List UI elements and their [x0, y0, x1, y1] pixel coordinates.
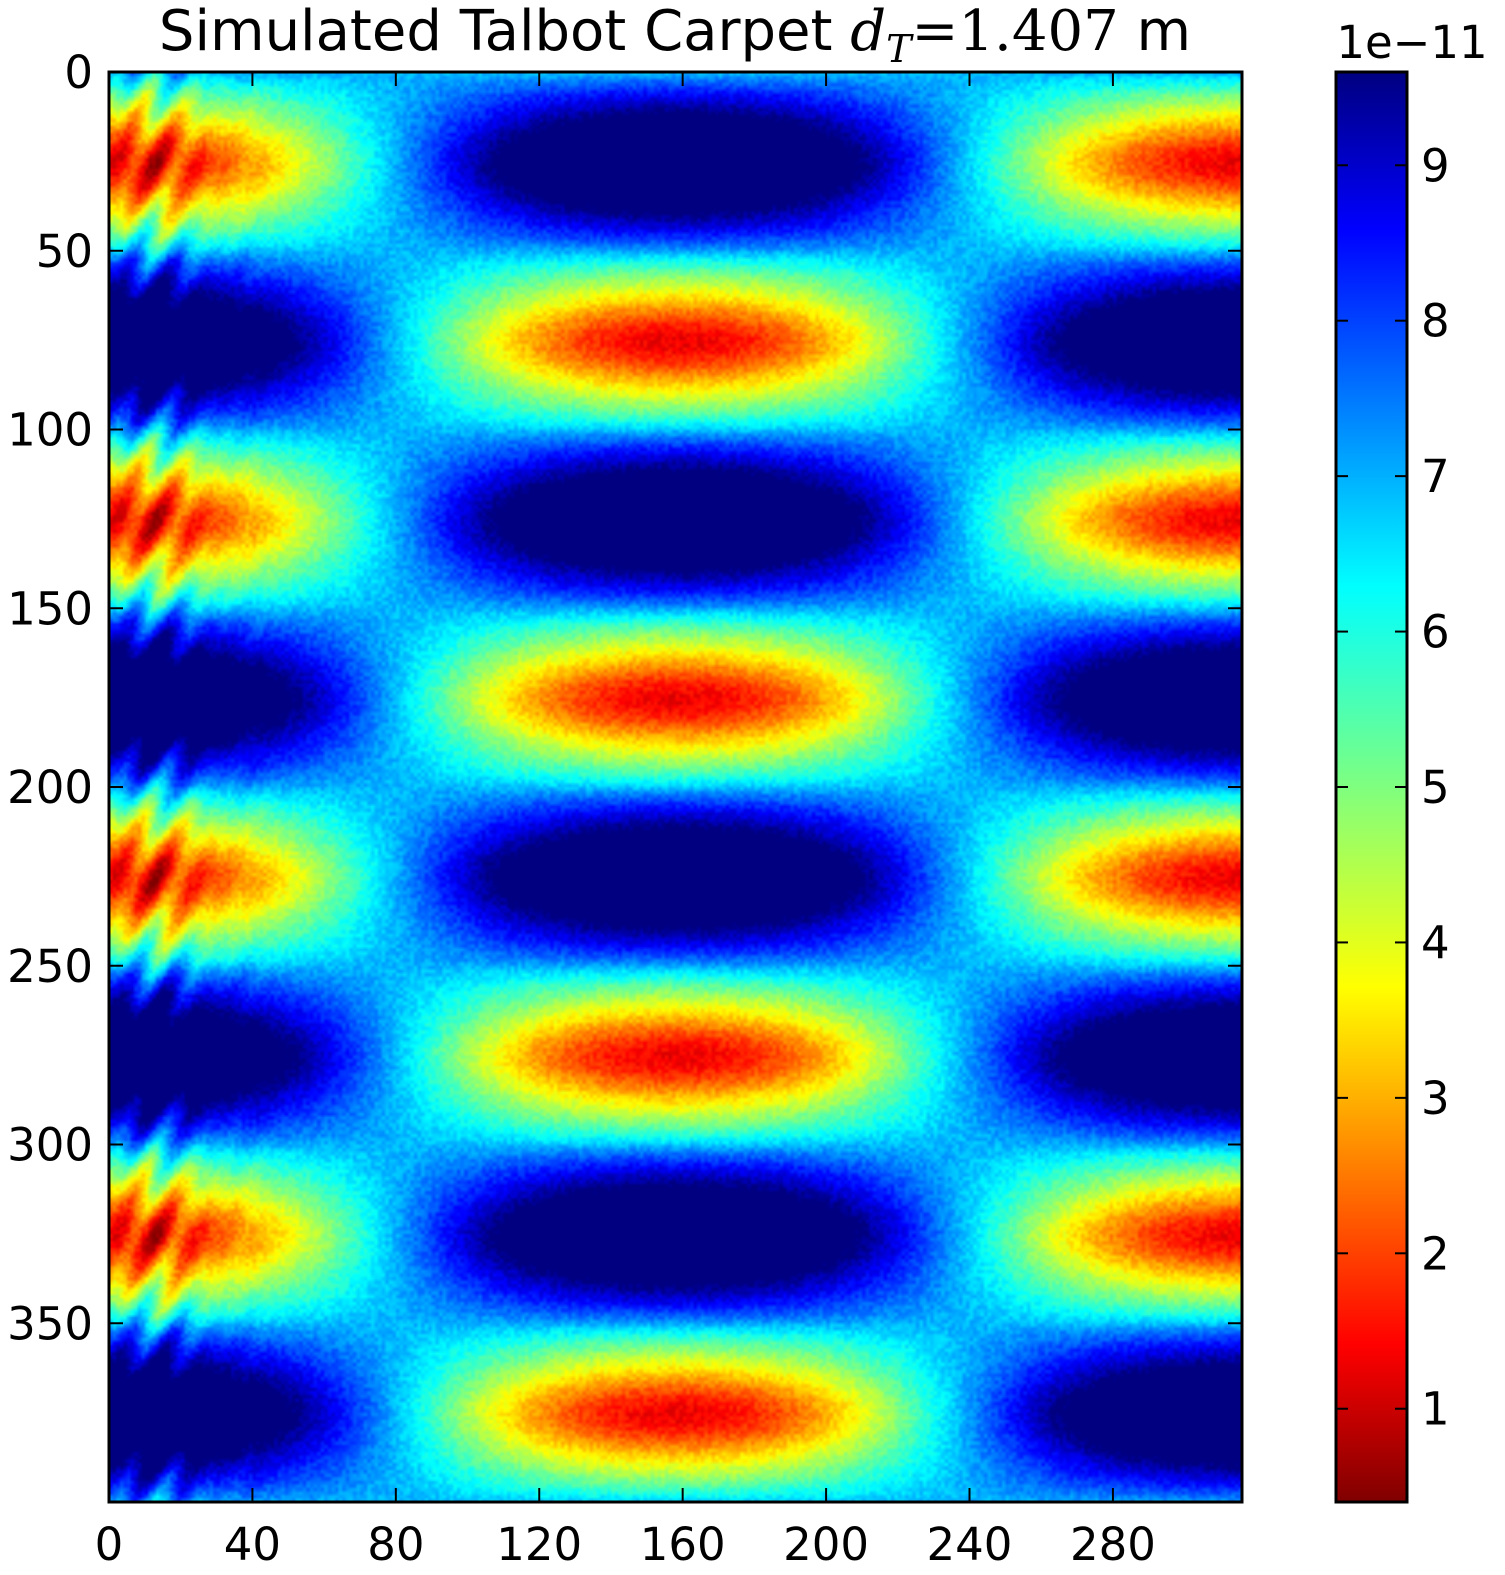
colorbar-tick-label: 4 [1421, 916, 1450, 969]
x-axis-ticks: 0 40 80 120 160 200 240 280 [95, 72, 1156, 1571]
y-tick-label: 350 [7, 1297, 93, 1350]
x-tick-label: 280 [1070, 1518, 1156, 1571]
x-tick-label: 40 [224, 1518, 281, 1571]
colorbar-tick-label: 9 [1421, 139, 1450, 192]
x-tick-label: 200 [783, 1518, 869, 1571]
y-tick-label: 300 [7, 1119, 93, 1172]
colorbar-tick-label: 1 [1421, 1383, 1450, 1436]
colorbar-ticks: 1 2 3 4 5 6 7 8 9 [1336, 139, 1450, 1436]
colorbar-tick-label: 7 [1421, 450, 1450, 503]
colorbar-tick-label: 3 [1421, 1072, 1450, 1125]
x-tick-label: 160 [640, 1518, 726, 1571]
x-tick-label: 240 [927, 1518, 1013, 1571]
chart-title: Simulated Talbot Carpet dT=1.407 m [159, 0, 1191, 71]
colorbar-tick-label: 5 [1421, 761, 1450, 814]
x-tick-label: 80 [367, 1518, 424, 1571]
y-tick-label: 200 [7, 761, 93, 814]
x-tick-label: 0 [95, 1518, 124, 1571]
y-tick-label: 150 [7, 582, 93, 635]
colorbar-offset-label: 1e−11 [1336, 16, 1487, 69]
y-tick-label: 250 [7, 940, 93, 993]
y-tick-label: 100 [7, 404, 93, 457]
y-tick-label: 0 [64, 46, 93, 99]
colorbar-tick-label: 8 [1421, 295, 1450, 348]
x-tick-label: 120 [496, 1518, 582, 1571]
colorbar-tick-label: 6 [1421, 606, 1450, 659]
colorbar-tick-label: 2 [1421, 1227, 1450, 1280]
y-axis-ticks: 0 50 100 150 200 250 300 350 [7, 46, 1242, 1350]
talbot-carpet-heatmap [109, 72, 1242, 1502]
y-tick-label: 50 [36, 225, 93, 278]
